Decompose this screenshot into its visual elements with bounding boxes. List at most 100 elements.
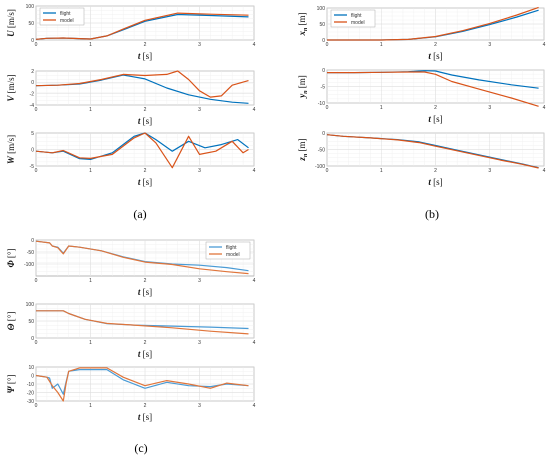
legend-label-model: model xyxy=(60,18,74,24)
legend-label-flight: flight xyxy=(351,13,362,19)
y-tick-label: 0 xyxy=(31,38,34,44)
x-axis-label: t [s] xyxy=(138,177,152,187)
x-axis-label: t [s] xyxy=(138,349,152,359)
chart-panel-b-2: 0 1 2 3 4 0 -5 -10 t [s] yn [m] xyxy=(297,68,546,124)
x-axis-label: t [s] xyxy=(138,287,152,297)
x-tick-label: 2 xyxy=(144,42,147,48)
chart-panel-b-3: 0 1 2 3 4 0 -50 -100 t [s] zn [m] xyxy=(297,131,546,187)
y-tick-label: 50 xyxy=(28,21,34,27)
y-axis-label: V [m/s] xyxy=(6,74,16,101)
y-tick-label: 0 xyxy=(31,238,34,244)
y-tick-label: -10 xyxy=(27,382,34,388)
y-tick-label: 50 xyxy=(319,22,325,28)
x-tick-label: 1 xyxy=(380,168,383,174)
x-tick-label: 4 xyxy=(253,278,256,284)
legend-label-flight: flight xyxy=(226,245,237,251)
legend-label-flight: flight xyxy=(60,11,71,17)
y-tick-label: 50 xyxy=(28,319,34,325)
chart-panel-c-2: 0 1 2 3 4 0 50 100 t [s] Θ [°] xyxy=(6,302,256,359)
y-tick-label: 5 xyxy=(31,131,34,137)
x-tick-label: 3 xyxy=(488,105,491,111)
x-tick-label: 2 xyxy=(434,105,437,111)
y-tick-label: 10 xyxy=(28,365,34,371)
x-tick-label: 0 xyxy=(326,168,329,174)
x-tick-label: 1 xyxy=(380,105,383,111)
series-line-model xyxy=(35,240,249,275)
x-tick-label: 0 xyxy=(35,168,38,174)
panel-label-a: (a) xyxy=(133,207,146,221)
y-tick-label: -100 xyxy=(24,262,34,268)
x-tick-label: 4 xyxy=(253,340,256,346)
series-line-model xyxy=(36,310,249,335)
y-axis-label: Φ [°] xyxy=(6,249,16,268)
y-tick-label: -50 xyxy=(27,250,34,256)
x-tick-label: 3 xyxy=(488,168,491,174)
x-tick-label: 1 xyxy=(89,168,92,174)
x-tick-label: 1 xyxy=(89,340,92,346)
x-tick-label: 4 xyxy=(253,168,256,174)
x-tick-label: 2 xyxy=(144,403,147,409)
x-tick-label: 0 xyxy=(326,42,329,48)
x-tick-label: 0 xyxy=(35,42,38,48)
chart-panel-c-3: 0 1 2 3 4 10 0 -10 -20 -30 t [s] Ψ [°] xyxy=(6,365,256,422)
y-tick-label: -30 xyxy=(27,399,34,405)
series-line-model xyxy=(35,367,249,402)
y-axis-label: Θ [°] xyxy=(6,312,16,331)
legend-box xyxy=(330,9,376,28)
y-tick-label: -50 xyxy=(318,147,325,153)
y-tick-label: -2 xyxy=(30,91,35,97)
y-tick-label: 0 xyxy=(322,68,325,74)
series-line-model xyxy=(35,12,249,40)
y-tick-label: -5 xyxy=(30,164,35,170)
y-tick-label: -5 xyxy=(321,84,326,90)
x-tick-label: 4 xyxy=(543,168,546,174)
x-tick-label: 4 xyxy=(253,403,256,409)
y-tick-label: 100 xyxy=(26,302,35,308)
x-axis-label: t [s] xyxy=(428,51,442,61)
y-tick-label: -100 xyxy=(315,164,325,170)
series-line-model xyxy=(326,134,539,169)
x-tick-label: 2 xyxy=(144,168,147,174)
x-tick-label: 1 xyxy=(89,403,92,409)
chart-panel-a-2: 0 1 2 3 4 2 0 -2 -4 t [s] V [m/s] xyxy=(6,69,256,126)
x-tick-label: 0 xyxy=(35,107,38,113)
y-tick-label: -20 xyxy=(27,390,34,396)
y-tick-label: 100 xyxy=(317,6,326,12)
x-tick-label: 4 xyxy=(253,107,256,113)
x-tick-label: 2 xyxy=(144,107,147,113)
x-tick-label: 0 xyxy=(35,278,38,284)
x-tick-label: 3 xyxy=(198,107,201,113)
y-axis-label: zn [m] xyxy=(297,138,309,161)
series-line-model xyxy=(327,6,539,41)
legend-box xyxy=(205,241,251,260)
x-tick-label: 1 xyxy=(89,107,92,113)
y-axis-label: W [m/s] xyxy=(6,135,16,164)
x-axis-label: t [s] xyxy=(138,51,152,61)
panel-label-c: (c) xyxy=(134,441,147,455)
y-axis-label: xn [m] xyxy=(297,12,309,36)
x-tick-label: 1 xyxy=(89,42,92,48)
x-axis-label: t [s] xyxy=(138,412,152,422)
x-axis-label: t [s] xyxy=(138,116,152,126)
panel-label-b: (b) xyxy=(425,207,439,221)
x-tick-label: 3 xyxy=(198,168,201,174)
legend-label-model: model xyxy=(351,20,365,26)
x-tick-label: 2 xyxy=(434,168,437,174)
x-tick-label: 3 xyxy=(198,403,201,409)
x-tick-label: 0 xyxy=(35,340,38,346)
series-line-model xyxy=(35,70,249,98)
legend-label-model: model xyxy=(226,252,240,258)
x-tick-label: 4 xyxy=(543,105,546,111)
y-tick-label: 0 xyxy=(31,147,34,153)
x-tick-label: 1 xyxy=(89,278,92,284)
x-tick-label: 3 xyxy=(198,42,201,48)
x-axis-label: t [s] xyxy=(428,177,442,187)
x-tick-label: 2 xyxy=(144,340,147,346)
x-tick-label: 2 xyxy=(144,278,147,284)
y-tick-label: 100 xyxy=(26,4,35,10)
x-tick-label: 3 xyxy=(488,42,491,48)
